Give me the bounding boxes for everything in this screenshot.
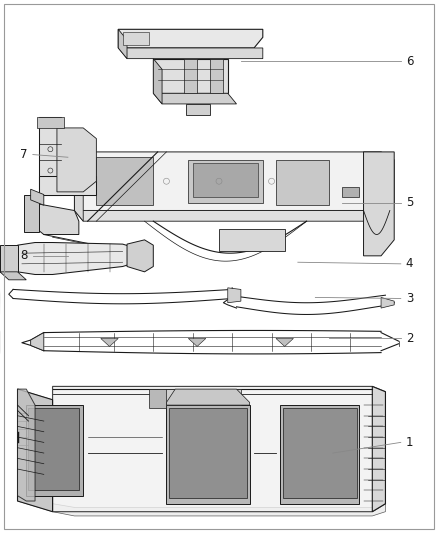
Polygon shape xyxy=(118,29,263,48)
Polygon shape xyxy=(123,32,149,45)
Polygon shape xyxy=(118,29,127,59)
Polygon shape xyxy=(381,297,394,308)
Polygon shape xyxy=(24,195,39,232)
Polygon shape xyxy=(342,187,359,197)
Polygon shape xyxy=(57,128,96,192)
Text: 7: 7 xyxy=(20,148,28,161)
Text: 3: 3 xyxy=(406,292,413,305)
Polygon shape xyxy=(127,240,153,272)
Polygon shape xyxy=(280,405,359,504)
Text: 6: 6 xyxy=(406,55,413,68)
Polygon shape xyxy=(31,333,44,351)
Polygon shape xyxy=(53,504,385,516)
Polygon shape xyxy=(153,59,228,93)
Polygon shape xyxy=(188,338,206,346)
Polygon shape xyxy=(166,405,250,504)
Polygon shape xyxy=(283,408,357,498)
Polygon shape xyxy=(188,160,263,203)
Text: 1: 1 xyxy=(406,436,413,449)
Polygon shape xyxy=(28,408,79,490)
Polygon shape xyxy=(18,389,53,512)
Polygon shape xyxy=(158,389,241,405)
Polygon shape xyxy=(193,163,258,197)
Polygon shape xyxy=(96,157,153,205)
Polygon shape xyxy=(31,189,44,205)
Polygon shape xyxy=(0,272,26,280)
Polygon shape xyxy=(210,59,223,93)
Polygon shape xyxy=(149,389,166,408)
Polygon shape xyxy=(169,408,247,498)
Polygon shape xyxy=(276,338,293,346)
Text: 4: 4 xyxy=(406,257,413,270)
Polygon shape xyxy=(18,243,140,274)
Polygon shape xyxy=(53,386,385,512)
Polygon shape xyxy=(37,117,64,128)
Text: 8: 8 xyxy=(21,249,28,262)
Polygon shape xyxy=(101,338,118,346)
Text: 5: 5 xyxy=(406,196,413,209)
Polygon shape xyxy=(364,152,394,256)
Polygon shape xyxy=(74,152,83,221)
Polygon shape xyxy=(18,389,35,501)
Polygon shape xyxy=(0,330,1,354)
Polygon shape xyxy=(39,176,96,195)
Polygon shape xyxy=(0,245,18,272)
Polygon shape xyxy=(166,389,250,405)
Polygon shape xyxy=(184,59,197,93)
Polygon shape xyxy=(153,59,162,104)
Polygon shape xyxy=(74,152,394,211)
Polygon shape xyxy=(219,229,285,251)
Polygon shape xyxy=(74,203,394,221)
Polygon shape xyxy=(276,160,328,205)
Polygon shape xyxy=(228,288,241,303)
Polygon shape xyxy=(26,405,83,496)
Polygon shape xyxy=(153,93,237,104)
Polygon shape xyxy=(31,203,79,235)
Polygon shape xyxy=(118,48,263,59)
Polygon shape xyxy=(186,104,210,115)
Text: 2: 2 xyxy=(406,332,413,345)
Polygon shape xyxy=(39,117,61,195)
Polygon shape xyxy=(18,389,53,512)
Polygon shape xyxy=(372,386,385,512)
